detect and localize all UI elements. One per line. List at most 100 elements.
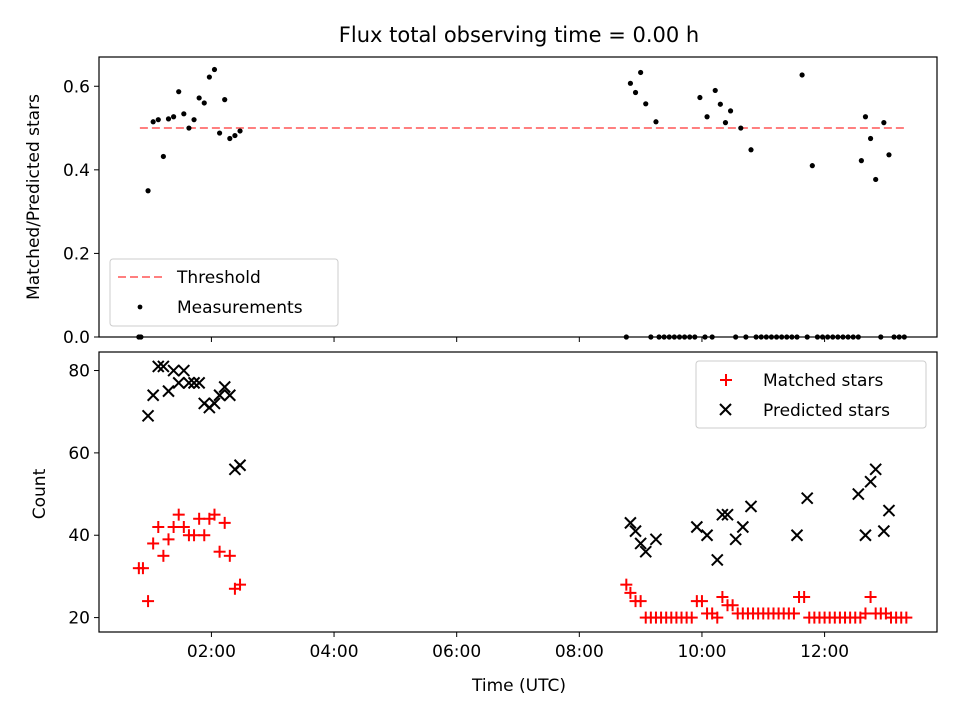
bottom-xtick-label: 04:00 <box>310 642 359 662</box>
matched-star-point <box>685 611 698 624</box>
matched-star-point <box>193 512 206 525</box>
matched-star-point <box>900 611 913 624</box>
predicted-star-point <box>864 475 877 488</box>
matched-star-point <box>167 521 180 533</box>
measurement-point <box>627 80 634 86</box>
measurements-legend-marker <box>137 304 143 310</box>
measurement-point <box>712 87 718 94</box>
matched-star-point <box>213 545 226 558</box>
predicted-star-point <box>182 376 196 390</box>
predicted-star-point <box>157 360 170 373</box>
predicted-star-point <box>882 504 896 517</box>
measurement-point <box>862 114 869 120</box>
predicted-star-point <box>177 364 191 377</box>
predicted-star-point <box>859 529 872 542</box>
bottom-xtick-label: 10:00 <box>677 642 726 662</box>
predicted-star-point <box>852 487 865 501</box>
predicted-star-point <box>877 524 891 538</box>
predicted-star-point <box>218 380 231 394</box>
matched-star-point <box>695 595 708 608</box>
bottom-plot-area <box>132 360 913 624</box>
predicted-star-point <box>721 508 734 521</box>
predicted-star-point <box>639 545 652 558</box>
measurement-point <box>858 158 864 164</box>
predicted-star-point <box>729 533 742 546</box>
matched-legend-label: Matched stars <box>763 371 883 391</box>
predicted-star-point <box>192 376 206 390</box>
measurement-point <box>222 97 228 103</box>
top-ytick-label: 0.6 <box>63 77 90 97</box>
matched-star-point <box>798 591 811 603</box>
predicted-star-point <box>869 463 882 476</box>
matched-star-point <box>188 529 201 542</box>
matched-star-point <box>620 578 633 591</box>
predicted-star-point <box>790 529 804 542</box>
bottom-legend-box <box>695 360 927 429</box>
measurement-point <box>186 125 192 131</box>
measurements-legend-label: Measurements <box>177 298 303 318</box>
measurement-point <box>237 128 243 134</box>
top-legend-box <box>109 258 339 327</box>
matched-star-point <box>136 562 149 575</box>
measurement-point <box>211 66 218 73</box>
matched-star-point <box>162 533 175 546</box>
matched-star-point <box>177 521 190 533</box>
matched-star-point <box>157 549 170 562</box>
predicted-star-point <box>700 529 714 542</box>
predicted-star-point <box>167 364 180 377</box>
measurement-point <box>722 120 729 126</box>
top-ytick-label: 0.2 <box>63 244 90 264</box>
matched-star-point <box>716 591 729 603</box>
bottom-xlabel: Time (UTC) <box>471 676 566 696</box>
bottom-legend: Matched stars Predicted stars <box>695 360 927 429</box>
measurement-point <box>155 117 161 123</box>
predicted-star-point <box>736 520 750 534</box>
measurement-point <box>873 176 879 183</box>
measurement-point <box>145 188 151 194</box>
matched-star-point <box>726 599 739 612</box>
matched-star-point <box>859 607 872 620</box>
measurement-point <box>799 72 805 78</box>
measurement-point <box>748 147 754 153</box>
measurement-point <box>809 163 815 169</box>
top-legend: Threshold Measurements <box>109 258 339 327</box>
bottom-axes-frame <box>98 351 938 633</box>
measurement-point <box>886 152 892 158</box>
top-axes-frame <box>98 56 938 338</box>
measurement-point <box>697 94 703 101</box>
bottom-xtick-label: 08:00 <box>555 642 604 662</box>
matched-star-point <box>152 521 165 533</box>
measurement-point <box>216 130 223 136</box>
predicted-star-point <box>152 360 165 373</box>
measurement-point <box>150 119 156 125</box>
matched-star-point <box>198 529 211 542</box>
bottom-ylabel: Count <box>30 468 50 519</box>
measurement-point <box>232 132 238 139</box>
matched-star-point <box>624 586 637 599</box>
matched-star-point <box>223 549 236 562</box>
predicted-star-point <box>141 409 155 423</box>
predicted-star-point <box>187 376 201 390</box>
predicted-star-point <box>649 533 663 546</box>
predicted-star-point <box>223 389 237 402</box>
bottom-ytick-label: 20 <box>68 609 90 629</box>
measurement-point <box>165 116 172 122</box>
predicted-star-point <box>716 508 729 521</box>
predicted-star-point <box>213 389 226 402</box>
measurement-point <box>653 119 659 125</box>
measurement-point <box>196 95 202 101</box>
predicted-star-point <box>629 524 642 538</box>
measurement-point <box>727 108 734 114</box>
measurement-point <box>191 117 197 123</box>
measurement-point <box>643 101 649 107</box>
matched-star-point <box>147 537 160 550</box>
measurement-point <box>171 114 177 120</box>
measurement-point <box>704 114 710 120</box>
measurement-point <box>206 74 212 80</box>
predicted-star-point <box>146 389 160 402</box>
bottom-ytick-label: 60 <box>68 444 90 464</box>
bottom-ytick-label: 80 <box>68 362 90 382</box>
measurement-point <box>201 100 207 106</box>
measurement-point <box>227 135 233 142</box>
top-ytick-label: 0.4 <box>63 161 90 181</box>
